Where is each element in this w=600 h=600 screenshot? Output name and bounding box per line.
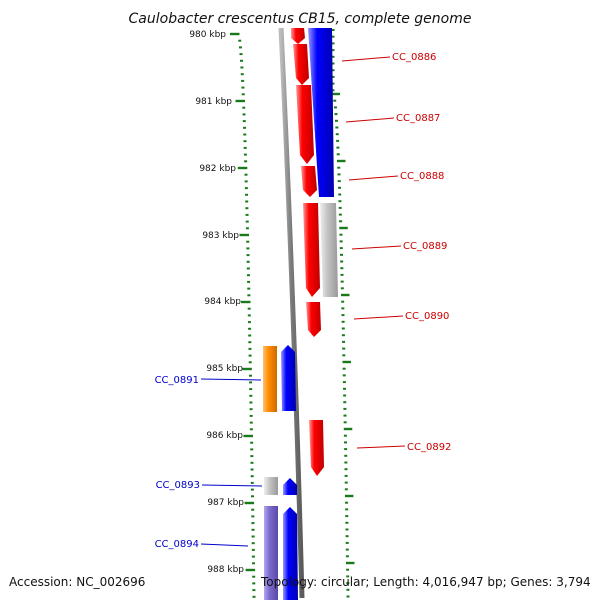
gene-cc-0886-b[interactable] bbox=[293, 44, 309, 85]
tick-label: 982 kbp bbox=[199, 164, 236, 174]
genome-summary-text: Topology: circular; Length: 4,016,947 bp… bbox=[260, 575, 591, 589]
map-title: Caulobacter crescentus CB15, complete ge… bbox=[129, 11, 472, 27]
tick-label: 988 kbp bbox=[207, 565, 244, 575]
gene-cc-0891-blue[interactable] bbox=[281, 345, 296, 411]
tick-label: 985 kbp bbox=[206, 364, 243, 374]
tick-label: 980 kbp bbox=[189, 30, 226, 40]
tick-label: 984 kbp bbox=[204, 297, 241, 307]
gene-cc-0890[interactable] bbox=[306, 302, 321, 337]
gene-cc-0891-orange[interactable] bbox=[263, 346, 277, 412]
gene-cc-0889[interactable] bbox=[303, 203, 320, 297]
leader-line bbox=[200, 378, 262, 381]
gene-cc-0892[interactable] bbox=[309, 420, 324, 476]
gene-label-cc-0890[interactable]: CC_0890 bbox=[405, 311, 449, 322]
leader-line bbox=[200, 543, 249, 547]
gene-cc-0894-blue[interactable] bbox=[283, 507, 298, 600]
leader-line bbox=[201, 484, 263, 487]
outer-strand-genes bbox=[291, 28, 338, 476]
gene-cc-0894-purple[interactable] bbox=[264, 506, 278, 600]
leader-line bbox=[351, 245, 402, 250]
leader-line bbox=[345, 117, 395, 123]
gene-label-cc-0892[interactable]: CC_0892 bbox=[407, 442, 451, 453]
left-gene-labels: CC_0891 CC_0893 CC_0894 bbox=[155, 375, 263, 550]
tick-ruler-right bbox=[331, 29, 355, 598]
gene-label-cc-0891[interactable]: CC_0891 bbox=[155, 375, 199, 386]
tick-ruler-left bbox=[230, 32, 256, 598]
inner-strand-genes bbox=[263, 345, 298, 600]
gene-cc-0893-blue[interactable] bbox=[283, 478, 297, 495]
tick-label: 987 kbp bbox=[207, 498, 244, 508]
tick-label: 983 kbp bbox=[202, 231, 239, 241]
leader-line bbox=[353, 315, 404, 320]
gene-cc-0888[interactable] bbox=[301, 166, 317, 197]
gene-label-cc-0893[interactable]: CC_0893 bbox=[156, 480, 200, 491]
accession-text: Accession: NC_002696 bbox=[9, 575, 145, 589]
right-gene-labels: CC_0886 CC_0887 CC_0888 CC_0889 CC_0890 … bbox=[341, 52, 451, 453]
gene-label-cc-0887[interactable]: CC_0887 bbox=[396, 113, 440, 124]
tick-label: 986 kbp bbox=[206, 431, 243, 441]
gene-grey-cc-0889[interactable] bbox=[320, 203, 338, 297]
genome-backbone bbox=[278, 27, 305, 599]
gene-label-cc-0894[interactable]: CC_0894 bbox=[155, 539, 199, 550]
gene-label-cc-0888[interactable]: CC_0888 bbox=[400, 171, 444, 182]
gene-cc-0886-a[interactable] bbox=[291, 28, 305, 44]
leader-line bbox=[341, 56, 391, 62]
gene-cc-0893-grey[interactable] bbox=[264, 477, 278, 495]
gene-cc-0887[interactable] bbox=[296, 85, 314, 164]
tick-label: 981 kbp bbox=[195, 97, 232, 107]
gene-blue-reverse[interactable] bbox=[308, 28, 334, 197]
leader-line bbox=[348, 175, 399, 181]
leader-line bbox=[356, 445, 406, 449]
gene-label-cc-0886[interactable]: CC_0886 bbox=[392, 52, 436, 63]
gene-label-cc-0889[interactable]: CC_0889 bbox=[403, 241, 447, 252]
tick-labels: 980 kbp 981 kbp 982 kbp 983 kbp 984 kbp … bbox=[189, 30, 244, 575]
